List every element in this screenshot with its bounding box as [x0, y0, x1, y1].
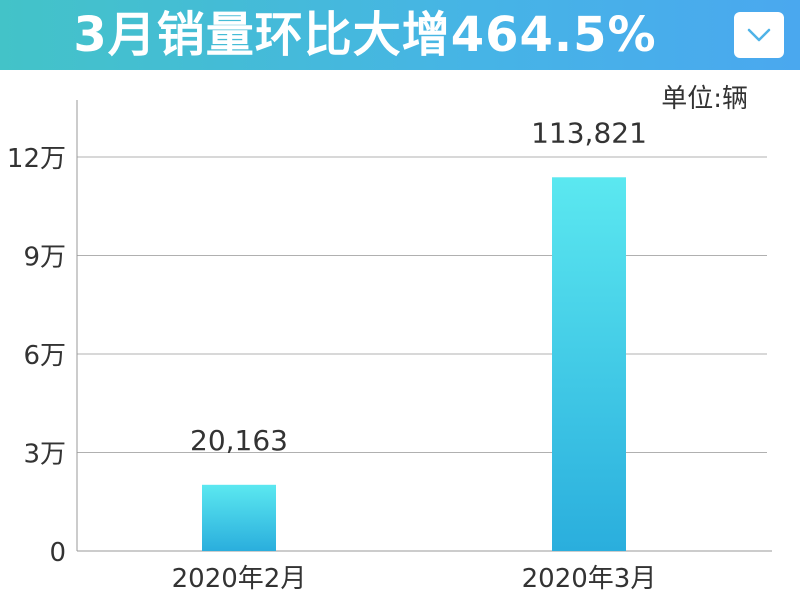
data-label: 113,821 — [531, 116, 647, 149]
bar-chart: 0 3万 6万 9万 12万 20,163 2020年2月 113,821 2020年3月 — [7, 100, 772, 594]
bar — [552, 177, 626, 551]
page-title: 3月销量环比大增464.5% — [73, 7, 657, 63]
data-label: 20,163 — [190, 424, 288, 457]
y-tick-label: 9万 — [23, 243, 66, 273]
x-tick-label: 2020年3月 — [522, 564, 657, 594]
y-tick-label: 0 — [49, 538, 66, 568]
dropdown-button[interactable] — [734, 12, 784, 58]
bar — [202, 484, 276, 551]
x-tick-label: 2020年2月 — [172, 564, 307, 594]
unit-label: 单位:辆 — [661, 84, 748, 114]
header-banner: 3月销量环比大增464.5% — [0, 0, 800, 70]
y-tick-label: 12万 — [7, 144, 66, 174]
y-tick-label: 6万 — [23, 341, 66, 371]
y-tick-label: 3万 — [23, 440, 66, 470]
chevron-down-icon — [747, 28, 771, 42]
